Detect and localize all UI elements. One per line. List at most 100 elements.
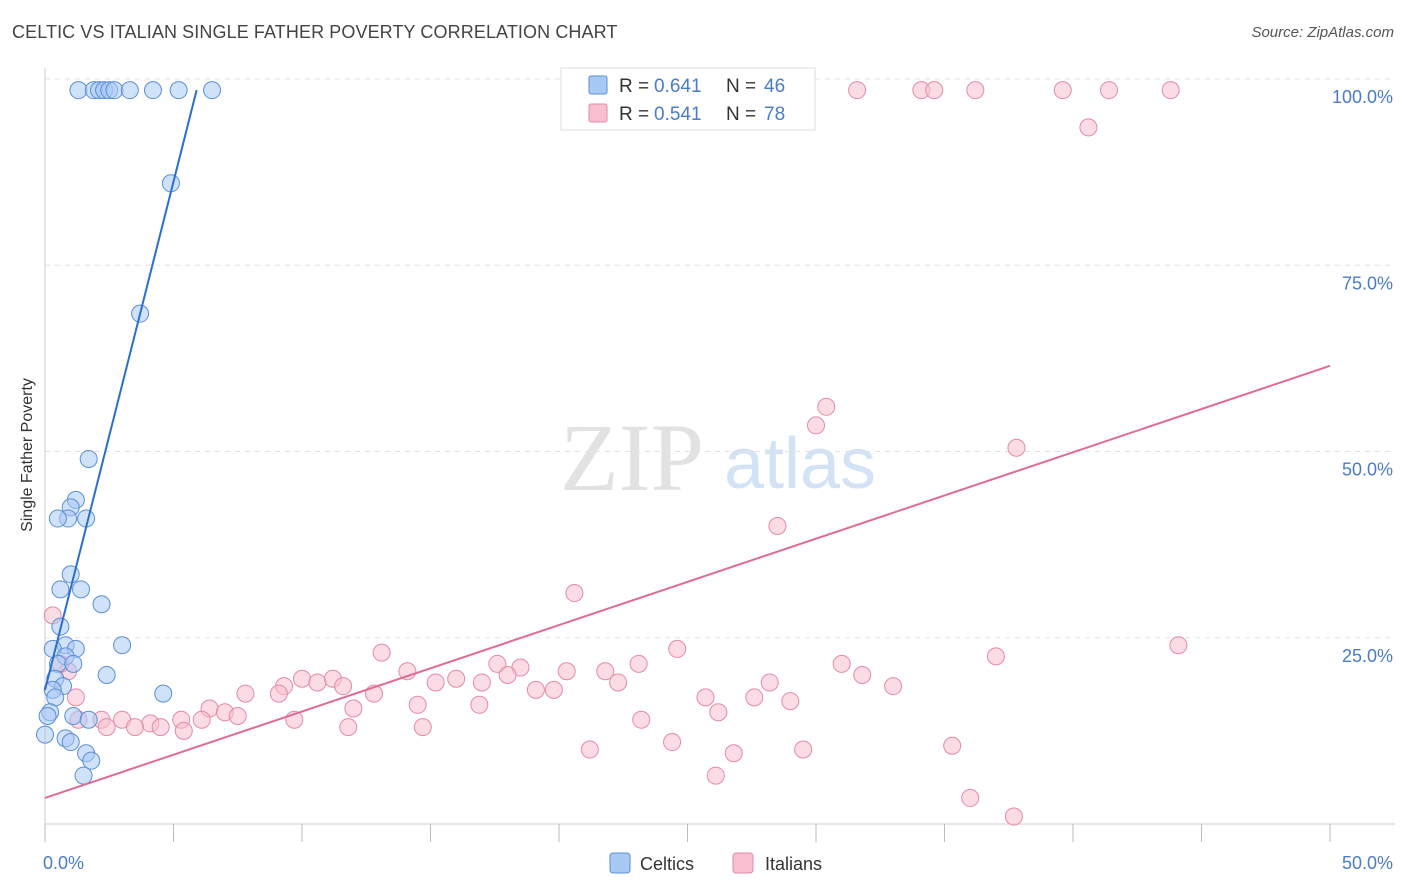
gridlines [45, 78, 1395, 639]
italians-point [426, 673, 445, 692]
italians-point [565, 584, 584, 603]
italians-point [632, 710, 651, 729]
italians-point [696, 688, 715, 707]
italians-point [174, 721, 193, 740]
italians-point [192, 710, 211, 729]
italians-point [848, 81, 867, 100]
italians-point [794, 740, 813, 759]
italians-point [472, 673, 491, 692]
italians-point [943, 736, 962, 755]
italians-point [413, 718, 432, 737]
italians-point [760, 673, 779, 692]
celtics-point [64, 654, 83, 673]
italians-point [544, 680, 563, 699]
trend-lines [44, 89, 1331, 799]
italians-point [663, 733, 682, 752]
celtics-point [79, 710, 98, 729]
celtics-point [79, 449, 98, 468]
italians-point [334, 677, 353, 696]
italians-point [408, 695, 427, 714]
celtics-legend-swatch [588, 75, 608, 95]
italians-r-value: 0.541 [654, 104, 702, 125]
italians-point [488, 654, 507, 673]
celtics-trend-line [44, 89, 198, 691]
celtics-point [143, 81, 162, 100]
celtics-point [64, 706, 83, 725]
italians-point [1099, 81, 1118, 100]
x-tick-label: 50.0% [1342, 853, 1393, 873]
italians-n-value: 78 [764, 104, 785, 125]
italians-point [706, 766, 725, 785]
celtics-point [74, 766, 93, 785]
italians-point [925, 81, 944, 100]
italians-point [228, 706, 247, 725]
italians-point [709, 703, 728, 722]
italians-point [768, 517, 787, 535]
celtics-point [61, 733, 80, 752]
italians-point [961, 788, 980, 807]
italians-point [986, 647, 1005, 666]
celtics-point [92, 595, 111, 614]
source-label: Source: ZipAtlas.com [1251, 24, 1394, 41]
celtics-bottom-swatch [609, 852, 631, 874]
celtics-n-label: N = [726, 76, 756, 97]
italians-point [745, 688, 764, 707]
italians-point [884, 677, 903, 696]
celtics-point [38, 706, 57, 725]
italians-point [1161, 81, 1180, 100]
celtics-point [71, 580, 90, 599]
italians-point [817, 397, 836, 416]
italians-point [629, 654, 648, 673]
celtics-r-value: 0.641 [654, 76, 702, 97]
italians-bottom-swatch [732, 852, 754, 874]
italians-point [339, 718, 358, 737]
celtics-point [48, 509, 67, 528]
italians-point [344, 699, 363, 718]
italians-point [372, 643, 391, 662]
celtics-series [36, 81, 222, 785]
italians-point [97, 718, 116, 737]
y-tick-label: 50.0% [1342, 460, 1393, 480]
celtics-point [169, 81, 188, 100]
italians-point [269, 684, 288, 703]
italians-point [853, 666, 872, 684]
italians-point [1007, 438, 1026, 457]
italians-legend-label: Italians [765, 854, 822, 874]
chart-title: CELTIC VS ITALIAN SINGLE FATHER POVERTY … [12, 22, 618, 42]
celtics-point [51, 580, 70, 599]
celtics-point [97, 666, 116, 684]
italians-point [596, 662, 615, 681]
italians-point [1004, 807, 1023, 826]
celtics-n-value: 46 [764, 76, 785, 97]
celtics-point [36, 725, 54, 744]
tick-labels: 100.0% 75.0% 50.0% 25.0% 0.0% 50.0% [43, 87, 1393, 873]
italians-point [447, 669, 466, 688]
watermark-atlas: atlas [724, 424, 876, 504]
italians-point [470, 695, 489, 714]
series-legend: Celtics Italians [609, 852, 822, 874]
italians-point [1169, 636, 1188, 655]
italians-point [236, 684, 255, 703]
italians-point [125, 718, 144, 737]
italians-point [781, 692, 800, 711]
italians-point [526, 680, 545, 699]
italians-n-label: N = [726, 104, 756, 125]
axes [44, 68, 1395, 842]
celtics-point [154, 684, 173, 703]
celtics-legend-label: Celtics [640, 854, 694, 874]
italians-trend-line [44, 364, 1331, 799]
italians-point [66, 688, 85, 707]
y-tick-label: 100.0% [1332, 87, 1393, 107]
italians-point [308, 673, 327, 692]
italians-point [1079, 118, 1098, 137]
x-tick-label: 0.0% [43, 853, 84, 873]
stats-legend: R = 0.641 N = 46 R = 0.541 N = 78 [560, 67, 816, 131]
italians-point [293, 669, 311, 688]
y-tick-label: 25.0% [1342, 646, 1393, 666]
italians-point [498, 666, 517, 684]
italians-legend-swatch [588, 103, 608, 123]
celtics-point [120, 81, 139, 100]
italians-point [832, 654, 851, 673]
celtics-point [113, 636, 132, 655]
